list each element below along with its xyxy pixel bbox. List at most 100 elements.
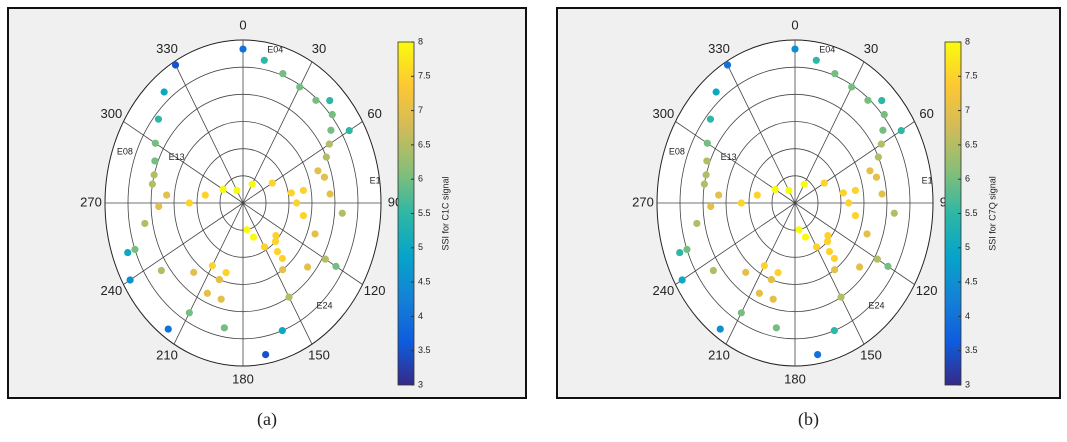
track-point	[830, 254, 839, 263]
track-point	[326, 96, 334, 105]
angle-tick-label: 270	[80, 194, 102, 209]
track-point	[709, 266, 717, 275]
track-point	[848, 83, 856, 91]
track-point	[160, 88, 168, 96]
track-point	[890, 209, 898, 217]
track-point	[325, 140, 333, 148]
angle-grid-line	[123, 202, 244, 285]
track-point	[856, 263, 864, 271]
track-point	[897, 126, 905, 135]
satellite-label: E04	[267, 44, 283, 54]
track-point	[723, 61, 732, 69]
track-point	[239, 45, 247, 53]
track-point	[753, 191, 761, 199]
track-point	[328, 110, 336, 119]
track-point	[878, 96, 886, 105]
satellite-label: E04	[819, 44, 835, 54]
track-point	[715, 191, 723, 199]
angle-tick-label: 240	[653, 283, 675, 298]
colorbar-tick-label: 4.5	[418, 276, 431, 286]
satellite-label: E1	[370, 175, 381, 185]
track-point	[760, 262, 768, 270]
track-point	[260, 56, 268, 64]
track-point	[812, 243, 821, 251]
angle-tick-label: 210	[708, 348, 730, 363]
track-point	[683, 245, 691, 254]
track-point	[825, 247, 834, 256]
track-point	[327, 126, 335, 134]
track-point	[190, 268, 198, 276]
track-point	[820, 179, 828, 187]
track-point	[249, 233, 258, 241]
angle-grid-line	[794, 202, 865, 345]
track-point	[873, 255, 881, 263]
track-point	[278, 327, 286, 335]
track-point	[326, 190, 334, 198]
track-point	[311, 230, 319, 238]
track-point	[737, 199, 745, 207]
track-point	[884, 262, 892, 270]
colorbar-tick-label: 7.5	[418, 71, 431, 81]
angle-tick-label: 150	[308, 348, 330, 363]
track-point	[272, 231, 280, 240]
track-point	[877, 140, 885, 148]
track-point	[304, 263, 312, 271]
angle-tick-label: 330	[156, 41, 178, 56]
track-point	[824, 231, 832, 240]
track-point	[185, 309, 193, 317]
track-point	[314, 167, 322, 175]
track-point	[185, 199, 193, 207]
track-point	[222, 269, 230, 277]
track-point	[795, 226, 803, 234]
colorbar-tick-label: 4	[965, 311, 970, 321]
track-point	[767, 275, 776, 284]
angle-grid-line	[242, 202, 363, 285]
track-point	[703, 139, 711, 147]
colorbar-tick-label: 6.5	[965, 139, 978, 149]
track-point	[332, 262, 340, 270]
track-point	[126, 276, 134, 284]
angle-tick-label: 30	[864, 41, 878, 56]
track-point	[278, 254, 287, 263]
track-point	[287, 189, 295, 197]
track-point	[700, 180, 708, 188]
track-point	[703, 157, 711, 165]
angle-tick-label: 300	[101, 106, 123, 121]
track-point	[702, 171, 710, 179]
angle-tick-label: 60	[919, 106, 933, 121]
track-point	[864, 96, 872, 104]
colorbar-tick-label: 5	[418, 242, 423, 252]
track-point	[801, 233, 810, 241]
caption: (b)	[798, 409, 819, 430]
satellite-label: E24	[869, 301, 885, 311]
track-point	[150, 171, 158, 179]
angle-tick-label: 210	[156, 348, 178, 363]
satellite-label: E13	[169, 152, 185, 162]
track-point	[742, 268, 750, 276]
colorbar-tick-label: 5.5	[418, 208, 431, 218]
track-point	[791, 45, 799, 53]
track-point	[155, 202, 163, 211]
track-point	[830, 266, 839, 274]
track-point	[215, 275, 224, 284]
colorbar-tick-label: 5.5	[965, 208, 978, 218]
caption: (a)	[257, 409, 277, 430]
colorbar-label: SSI for C7Q signal	[987, 176, 997, 251]
track-point	[678, 276, 686, 284]
colorbar-label: SSI for C1C signal	[440, 176, 450, 250]
track-point	[268, 179, 276, 187]
track-point	[208, 262, 216, 270]
colorbar-tick-label: 6.5	[418, 139, 431, 149]
track-point	[151, 157, 159, 165]
track-point	[338, 209, 346, 217]
angle-tick-label: 120	[364, 283, 386, 298]
angle-tick-label: 0	[239, 17, 246, 32]
colorbar-tick-label: 7	[965, 105, 970, 115]
track-point	[201, 191, 209, 199]
track-point	[769, 295, 777, 303]
angle-grid-line	[794, 202, 915, 285]
track-point	[322, 153, 330, 161]
angle-grid-line	[725, 61, 796, 204]
angle-grid-line	[242, 202, 313, 345]
